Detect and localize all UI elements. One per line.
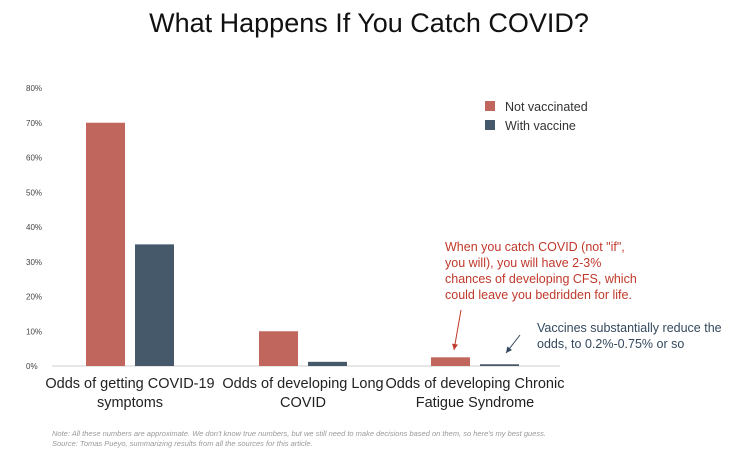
category-label: Fatigue Syndrome <box>416 395 534 411</box>
annotation-vaccine-arrow <box>505 334 521 354</box>
annotation-vaccine-text: odds, to 0.2%-0.75% or so <box>537 337 684 351</box>
y-tick-label: 0% <box>26 362 38 371</box>
footnote: Note: All these numbers are approximate.… <box>52 429 692 449</box>
annotation-cfs-text: When you catch COVID (not "if", <box>445 240 625 254</box>
category-label: Odds of developing Long <box>222 376 383 392</box>
y-tick-label: 30% <box>26 258 42 267</box>
y-tick-label: 10% <box>26 327 42 336</box>
category-labels: Odds of getting COVID-19 symptoms Odds of … <box>45 376 564 411</box>
bar-with-vaccine <box>135 244 174 366</box>
category-label: COVID <box>280 395 326 411</box>
legend-label: With vaccine <box>505 119 576 133</box>
footnote-source: Source: Tomas Pueyo, summarizing results… <box>52 439 313 448</box>
annotation-vaccine-text: Vaccines substantially reduce the <box>537 321 722 335</box>
chart-title: What Happens If You Catch COVID? <box>149 8 589 38</box>
y-tick-label: 40% <box>26 223 42 232</box>
legend-swatch <box>485 101 495 111</box>
bar-with-vaccine <box>480 364 519 366</box>
y-tick-label: 60% <box>26 154 42 163</box>
bar-not-vaccinated <box>259 331 298 366</box>
annotation-cfs-text: chances of developing CFS, which <box>445 272 637 286</box>
bar-not-vaccinated <box>86 122 125 366</box>
annotations: When you catch COVID (not "if", you will)… <box>445 240 722 354</box>
y-tick-label: 80% <box>26 84 42 93</box>
category-label: Odds of getting COVID-19 <box>45 376 214 392</box>
bar-not-vaccinated <box>431 357 470 366</box>
legend-label: Not vaccinated <box>505 100 588 114</box>
annotation-cfs-arrow <box>452 309 462 351</box>
y-tick-label: 20% <box>26 293 42 302</box>
y-tick-label: 50% <box>26 188 42 197</box>
category-label: symptoms <box>97 395 163 411</box>
annotation-cfs-text: could leave you bedridden for life. <box>445 288 632 302</box>
y-axis-ticks: 0% 10% 20% 30% 40% 50% 60% 70% 80% <box>26 84 42 371</box>
category-label: Odds of developing Chronic <box>386 376 565 392</box>
bars <box>86 122 519 366</box>
annotation-cfs-text: you will), you will have 2-3% <box>445 256 601 270</box>
y-tick-label: 70% <box>26 119 42 128</box>
legend: Not vaccinated With vaccine <box>485 100 588 133</box>
legend-swatch <box>485 120 495 130</box>
footnote-note: Note: All these numbers are approximate.… <box>52 429 546 438</box>
bar-with-vaccine <box>308 361 347 366</box>
